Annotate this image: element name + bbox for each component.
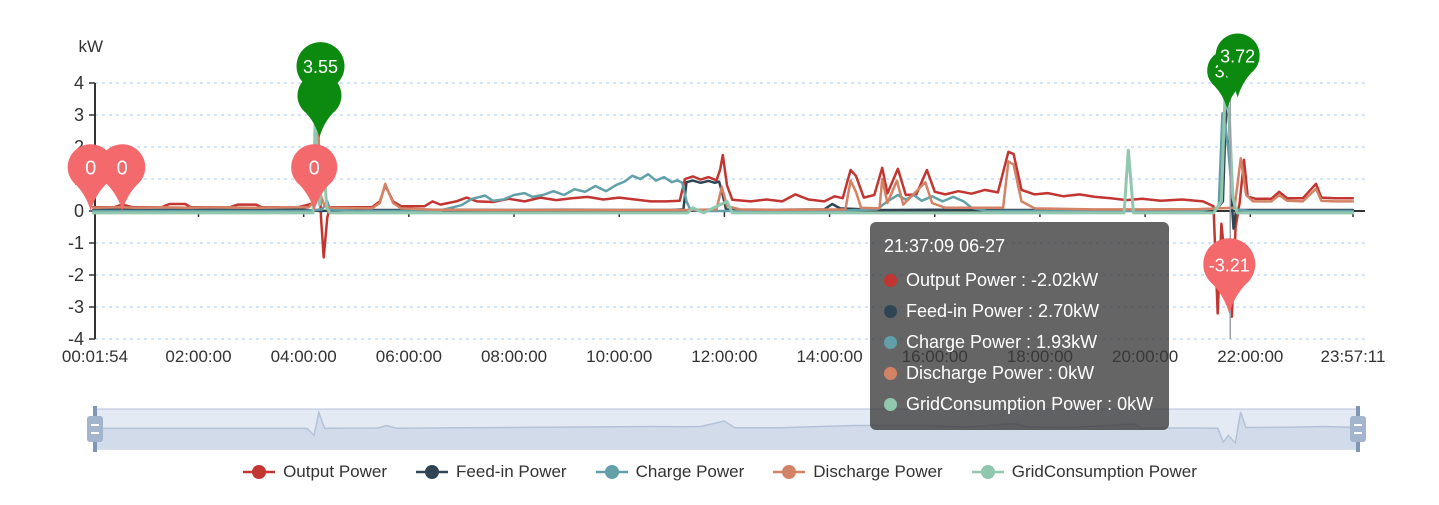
legend-line-marker-icon bbox=[971, 465, 1004, 479]
legend-item-output-power[interactable]: Output Power bbox=[242, 462, 387, 482]
pin-label: 3.55 bbox=[303, 57, 338, 77]
axes: 43210-1-2-3-400:01:5402:00:0004:00:0006:… bbox=[62, 73, 1386, 366]
data-zoom-shadow-area bbox=[93, 412, 1358, 449]
data-zoom-left-handle[interactable] bbox=[87, 416, 103, 442]
x-axis-label: 04:00:00 bbox=[271, 347, 337, 366]
legend-item-gridconsumption-power[interactable]: GridConsumption Power bbox=[971, 462, 1197, 482]
y-axis-label: 4 bbox=[74, 73, 84, 93]
x-axis-label: 18:00:00 bbox=[1007, 347, 1073, 366]
handle-box[interactable] bbox=[1350, 416, 1366, 442]
x-axis-label: 22:00:00 bbox=[1217, 347, 1283, 366]
legend-label: Feed-in Power bbox=[456, 462, 567, 481]
x-axis-label: 23:57:11 bbox=[1321, 347, 1386, 366]
pin-label: 0 bbox=[85, 157, 96, 179]
x-axis-label: 06:00:00 bbox=[376, 347, 442, 366]
pin-label: 0 bbox=[309, 157, 320, 179]
legend-item-feed-in-power[interactable]: Feed-in Power bbox=[415, 462, 567, 482]
legend-label: Discharge Power bbox=[813, 462, 943, 481]
y-axis-label: 2 bbox=[74, 137, 84, 157]
y-axis-label: -3 bbox=[68, 297, 84, 317]
x-axis-label: 16:00:00 bbox=[902, 347, 968, 366]
pin-label: 3.72 bbox=[1220, 47, 1255, 67]
legend-label: Charge Power bbox=[635, 462, 745, 481]
y-axis-unit-label: kW bbox=[78, 37, 103, 56]
legend-item-discharge-power[interactable]: Discharge Power bbox=[772, 462, 943, 482]
x-axis-label: 10:00:00 bbox=[586, 347, 652, 366]
pin-label: 0 bbox=[117, 157, 128, 179]
x-axis-label: 12:00:00 bbox=[691, 347, 757, 366]
y-axis-label: -2 bbox=[68, 265, 84, 285]
data-zoom-shadow-line bbox=[93, 409, 1358, 445]
legend-label: Output Power bbox=[283, 462, 388, 481]
x-axis-label: 14:00:00 bbox=[796, 347, 862, 366]
pin-label: -3.21 bbox=[1209, 255, 1250, 275]
series-line-discharge-power bbox=[92, 96, 1355, 212]
legend: Output Power Feed-in Power Charge Power Dis… bbox=[0, 462, 1439, 482]
legend-line-marker-icon bbox=[595, 465, 628, 479]
x-axis-label: 20:00:00 bbox=[1112, 347, 1178, 366]
series-line-output-power bbox=[92, 104, 1355, 318]
y-axis-label: -1 bbox=[68, 233, 84, 253]
pin-shape bbox=[99, 144, 146, 211]
x-axis-label: 00:01:54 bbox=[62, 347, 128, 366]
min-marker-pin: 0 bbox=[291, 144, 338, 211]
legend-label: GridConsumption Power bbox=[1011, 462, 1197, 481]
legend-line-marker-icon bbox=[416, 465, 449, 479]
min-marker-pin: 0 bbox=[99, 144, 146, 211]
legend-item-charge-power[interactable]: Charge Power bbox=[595, 462, 745, 482]
pin-shape bbox=[291, 144, 338, 211]
x-axis-label: 08:00:00 bbox=[481, 347, 547, 366]
data-zoom-slider[interactable] bbox=[87, 406, 1366, 452]
pin-shape bbox=[1203, 238, 1256, 314]
x-axis-label: 02:00:00 bbox=[165, 347, 231, 366]
y-axis-label: 0 bbox=[74, 201, 84, 221]
pin-shape bbox=[1215, 33, 1260, 98]
legend-line-marker-icon bbox=[243, 465, 276, 479]
legend-line-marker-icon bbox=[773, 465, 806, 479]
chart-canvas: kW 43210-1-2-3-400:01:5402:00:0004:00:00… bbox=[62, 33, 1386, 452]
series-lines bbox=[91, 91, 1355, 318]
handle-box[interactable] bbox=[87, 416, 103, 442]
data-zoom-right-handle[interactable] bbox=[1350, 416, 1366, 442]
pin-shape bbox=[296, 42, 345, 112]
min-marker-pin: -3.21 bbox=[1203, 238, 1256, 314]
max-marker-pin: 3.55 bbox=[296, 42, 345, 112]
mark-point-pins: 000-3.213.553.03.72 bbox=[67, 33, 1260, 314]
max-marker-pin: 3.72 bbox=[1215, 33, 1260, 98]
y-axis-label: 3 bbox=[74, 105, 84, 125]
series-line-charge-power bbox=[92, 112, 1355, 213]
y-axis-label: -4 bbox=[68, 329, 84, 349]
